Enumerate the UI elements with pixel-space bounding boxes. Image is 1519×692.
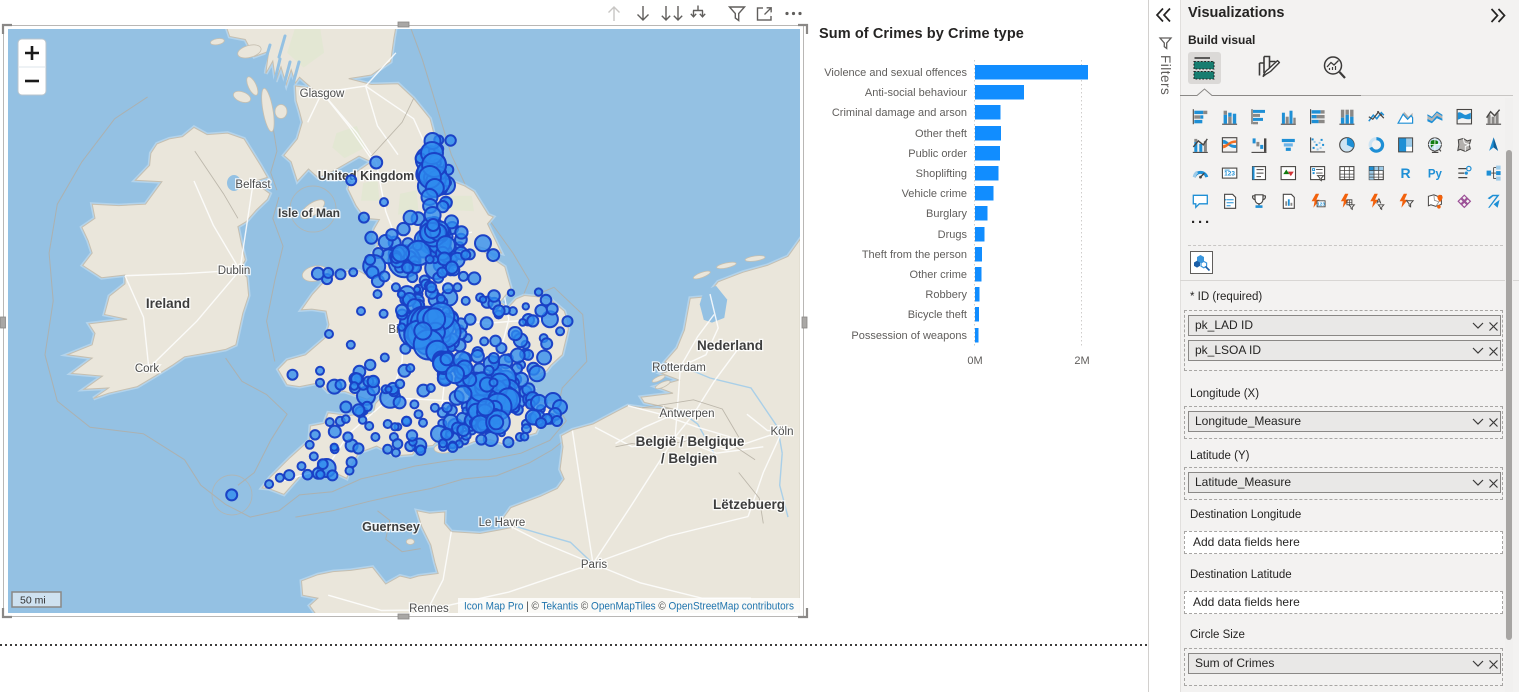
svg-text:Burglary: Burglary [926,208,967,220]
svg-text:Antwerpen: Antwerpen [660,408,715,420]
svg-text:/ Belgien: / Belgien [661,451,717,466]
svg-text:Criminal damage and arson: Criminal damage and arson [832,107,967,119]
svg-text:Köln: Köln [770,426,793,438]
svg-text:Ireland: Ireland [146,296,190,311]
svg-text:Other theft: Other theft [915,128,967,140]
svg-text:123: 123 [1317,202,1325,207]
svg-text:Shoplifting: Shoplifting [916,168,967,180]
svg-text:0M: 0M [967,355,982,367]
svg-text:Rennes: Rennes [409,603,449,613]
svg-text:Bicycle theft: Bicycle theft [908,309,967,321]
svg-text:Rotterdam: Rotterdam [652,362,706,374]
svg-text:Vehicle crime: Vehicle crime [902,188,967,200]
svg-text:Robbery: Robbery [925,289,967,301]
svg-text:Guernsey: Guernsey [362,520,420,534]
svg-text:Paris: Paris [581,559,607,571]
svg-text:Anti-social behaviour: Anti-social behaviour [865,87,967,99]
svg-text:R: R [1401,165,1411,181]
svg-text:Other crime: Other crime [910,269,967,281]
svg-text:Belfast: Belfast [235,179,271,191]
svg-text:Possession of weapons: Possession of weapons [851,330,967,342]
svg-text:Violence and sexual offences: Violence and sexual offences [824,67,967,79]
svg-text:Lëtzebuerg: Lëtzebuerg [713,497,785,512]
svg-text:Cork: Cork [135,363,160,375]
svg-text:Dublin: Dublin [218,265,251,277]
svg-text:Icon Map Pro | © Tekantis © Op: Icon Map Pro | © Tekantis © OpenMapTiles… [464,601,794,613]
svg-text:A: A [1376,196,1382,205]
svg-text:Theft from the person: Theft from the person [862,249,967,261]
svg-text:Py: Py [1428,169,1443,181]
svg-text:België / Belgique: België / Belgique [636,434,745,449]
svg-text:United Kingdom: United Kingdom [318,169,415,183]
svg-text:Drugs: Drugs [938,229,968,241]
svg-text:Public order: Public order [908,148,967,160]
svg-text:Nederland: Nederland [697,338,763,353]
svg-text:Glasgow: Glasgow [300,88,345,100]
svg-text:123: 123 [1224,171,1235,178]
svg-text:Isle of Man: Isle of Man [278,206,340,220]
svg-text:50 mi: 50 mi [20,595,46,607]
svg-text:Le Havre: Le Havre [479,517,526,529]
svg-text:2M: 2M [1074,355,1089,367]
